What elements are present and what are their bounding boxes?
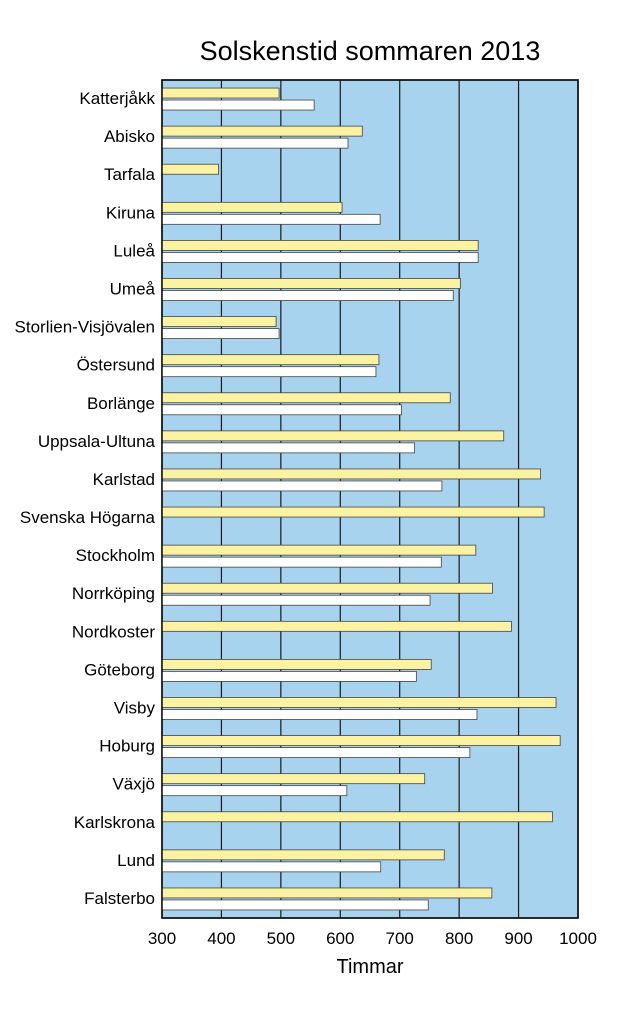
category-label: Storlien-Visjövalen: [15, 318, 155, 337]
bar-series-a: [161, 316, 277, 327]
x-tick-labels: 300 400 500 600 700 800 900 1000: [148, 929, 597, 948]
category-label: Umeå: [110, 280, 156, 299]
bar-series-b: [161, 137, 349, 149]
bar-series-a: [161, 773, 426, 785]
category-label: Östersund: [77, 356, 155, 375]
x-tick-label: 900: [504, 929, 532, 948]
bar-series-b: [161, 861, 382, 873]
bar-series-b: [161, 404, 402, 416]
x-tick-label: 800: [445, 929, 473, 948]
bar-series-b: [161, 328, 280, 339]
bar-series-b: [161, 480, 443, 492]
bar-series-a: [161, 697, 557, 708]
bar-series-a: [161, 430, 505, 442]
x-tick-label: 400: [207, 929, 235, 948]
x-tick-label: 300: [148, 929, 176, 948]
bar-series-a: [161, 392, 451, 404]
bar-series-a: [161, 735, 561, 746]
x-tick-label: 700: [386, 929, 414, 948]
category-labels: Katterjåkk Abisko Tarfala Kiruna Luleå Umeå St…: [15, 89, 156, 908]
x-tick-label: 600: [326, 929, 354, 948]
x-tick-label: 500: [267, 929, 295, 948]
bar-series-b: [161, 290, 454, 301]
category-label: Lund: [117, 851, 155, 870]
category-label: Karlskrona: [74, 813, 156, 832]
category-label: Katterjåkk: [79, 89, 155, 108]
bar-series-a: [161, 659, 432, 670]
category-label: Norrköping: [72, 584, 155, 603]
category-label: Göteborg: [84, 660, 155, 679]
bar-series-a: [161, 87, 280, 99]
bar-series-a: [161, 278, 461, 289]
bar-series-b: [161, 785, 348, 797]
bar-series-b: [161, 709, 478, 720]
category-label: Växjö: [112, 775, 155, 794]
category-label: Hoburg: [99, 737, 155, 756]
bar-series-b: [161, 594, 431, 606]
category-label: Luleå: [113, 241, 155, 260]
bar-series-b: [161, 442, 415, 454]
category-label: Kiruna: [106, 203, 156, 222]
bar-series-a: [161, 811, 553, 823]
bar-series-a: [161, 468, 541, 480]
bar-series-a: [161, 620, 512, 632]
bar-series-b: [161, 213, 381, 225]
x-tick-label: 1000: [559, 929, 597, 948]
bar-series-a: [161, 201, 343, 213]
x-axis-title: Timmar: [336, 956, 403, 978]
category-label: Visby: [114, 699, 156, 718]
category-label: Karlstad: [93, 470, 155, 489]
bar-series-b: [161, 366, 377, 378]
bar-series-b: [161, 747, 471, 758]
bars: [161, 87, 561, 911]
bar-series-b: [161, 671, 417, 682]
bar-series-a: [161, 582, 493, 594]
bar-series-b: [161, 556, 442, 568]
bar-series-b: [161, 252, 479, 263]
category-label: Stockholm: [76, 546, 155, 565]
bar-series-b: [161, 899, 429, 911]
category-label: Svenska Högarna: [20, 508, 156, 527]
category-label: Nordkoster: [72, 622, 155, 641]
category-label: Borlänge: [87, 394, 155, 413]
bar-series-a: [161, 849, 445, 861]
bar-series-a: [161, 544, 477, 556]
category-label: Uppsala-Ultuna: [38, 432, 156, 451]
category-label: Abisko: [104, 127, 155, 146]
category-label: Falsterbo: [84, 889, 155, 908]
bar-series-a: [161, 354, 380, 366]
bar-series-b: [161, 99, 315, 111]
bar-series-a: [161, 125, 363, 137]
bar-series-a: [161, 240, 479, 251]
plot-frame: [161, 79, 579, 919]
bar-series-a: [161, 163, 219, 175]
bar-series-a: [161, 887, 493, 899]
chart-title: Solskenstid sommaren 2013: [200, 36, 541, 66]
category-label: Tarfala: [104, 165, 156, 184]
bar-series-a: [161, 506, 545, 518]
